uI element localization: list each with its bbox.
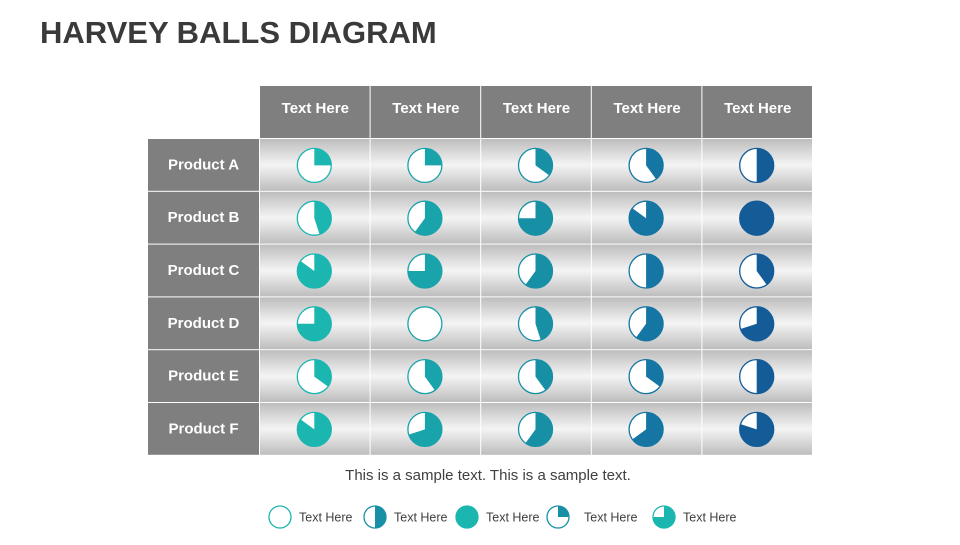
ball-fill [535,359,553,391]
header-cell [702,86,812,138]
row-header-cell [148,297,259,350]
row-label: Product E [168,368,239,385]
ball-fill [408,412,442,447]
row-label: Product B [168,209,240,226]
ball-fill [424,359,442,391]
ball-fill [414,201,442,236]
ball-fill [646,254,664,288]
ball-fill [407,254,442,288]
header-cell [481,86,591,138]
header-cell [591,86,702,138]
header-cell [260,86,370,138]
ball-fill [646,359,664,387]
row-label: Product C [168,262,240,279]
legend-label: Text Here [683,510,737,524]
ball-fill [636,306,664,341]
ball-fill [297,306,332,341]
row-header-cell [148,139,259,191]
legend-label: Text Here [299,510,353,524]
column-header: Text Here [392,100,459,117]
ball-fill [740,306,774,341]
ball-fill [756,254,774,285]
ball-outline [268,505,292,529]
row-header-cell [148,350,259,402]
column-header: Text Here [613,100,680,117]
ball-fill [314,201,332,235]
ball-fill [646,148,664,180]
ball-fill [653,506,675,528]
row-header-cell [148,191,259,244]
ball-fill [518,201,553,236]
ball-fill [739,201,774,236]
ball-fill [525,412,553,447]
header-cell [370,86,481,138]
ball-fill [558,506,569,517]
row-label: Product A [168,156,239,173]
ball-fill [314,148,332,166]
ball-fill [297,412,332,447]
ball-fill [756,148,774,183]
legend-label: Text Here [486,510,540,524]
ball-fill [629,201,664,236]
ball-fill [535,306,553,340]
row-header-cell [148,244,259,297]
ball-fill [314,359,332,387]
ball-fill [739,412,774,447]
column-header: Text Here [503,100,570,117]
column-header: Text Here [724,100,791,117]
title: HARVEY BALLS DIAGRAM [40,15,437,50]
legend-label: Text Here [584,510,638,524]
ball-fill [632,412,664,447]
column-header: Text Here [282,100,349,117]
footer-text: This is a sample text. This is a sample … [345,467,631,484]
ball-fill [756,359,774,394]
ball-fill [525,254,553,288]
ball-fill [424,148,442,166]
legend-label: Text Here [394,510,448,524]
row-label: Product F [169,420,239,437]
ball-fill [375,506,386,528]
ball-fill [456,506,478,528]
row-header-cell [148,403,259,455]
ball-fill [535,148,553,176]
row-label: Product D [168,315,240,332]
ball-fill [297,254,332,288]
ball-outline [407,306,443,342]
